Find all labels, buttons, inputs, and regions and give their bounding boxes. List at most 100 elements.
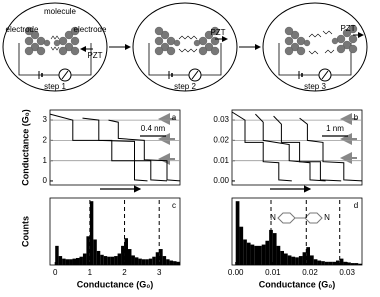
bar (295, 257, 299, 265)
bar (313, 259, 318, 265)
bar (72, 258, 76, 265)
plot-frame (49, 109, 181, 186)
panel-label: a (172, 113, 177, 122)
bar (246, 242, 251, 265)
bar (306, 247, 310, 265)
bar (96, 250, 101, 265)
label-molecule: molecule (44, 7, 77, 16)
step-1-diagram (2, 2, 108, 92)
bar (62, 258, 66, 265)
label-electrode: electrode (6, 25, 39, 34)
y-axis-label: Conductance (G₀) (20, 109, 30, 186)
setup (132, 2, 238, 92)
bar (258, 245, 262, 265)
bipyridine-inset: N N (270, 212, 330, 224)
bar (284, 253, 288, 265)
atom: N (324, 213, 330, 222)
bar (358, 263, 362, 265)
bar (302, 252, 307, 265)
trace (82, 117, 168, 182)
bar (65, 259, 70, 265)
bar (176, 261, 180, 265)
x-axis-label: Conductance (G₀) (259, 279, 336, 289)
y-tick-label: 0.00 (213, 176, 229, 185)
bar (269, 229, 273, 265)
bar (272, 233, 277, 265)
level-arrows (158, 113, 357, 165)
bar (169, 260, 174, 265)
bar (86, 236, 90, 265)
bar (291, 256, 296, 265)
y-tick-label: 2 (43, 136, 48, 145)
step-label: step 3 (304, 82, 326, 91)
bar (152, 256, 156, 265)
bar (159, 249, 163, 265)
bar (69, 259, 73, 265)
trace (299, 117, 363, 182)
bar (298, 256, 303, 265)
step-3-diagram (262, 2, 368, 92)
bar (173, 261, 177, 265)
bar (321, 261, 325, 265)
bar (114, 256, 118, 265)
x-tick-label: 0.00 (228, 268, 244, 277)
bar (55, 245, 59, 265)
bar (343, 261, 348, 265)
trace (231, 111, 292, 182)
x-tick-label: 0.01 (265, 268, 281, 277)
bar (145, 259, 149, 265)
y-tick-label: 3 (43, 115, 48, 124)
molecules (308, 30, 335, 55)
bar (310, 255, 314, 265)
x-tick-label: 0.02 (302, 268, 318, 277)
bar (280, 250, 284, 265)
y-tick-label: 1 (43, 156, 48, 165)
bar (250, 244, 255, 265)
bar (138, 258, 142, 265)
bar (328, 261, 333, 265)
step-label: step 1 (44, 82, 66, 91)
bar (155, 252, 160, 265)
bar (350, 263, 355, 265)
x-tick-label: 2 (122, 268, 127, 277)
bar (128, 249, 132, 265)
x-tick-label: 1 (88, 268, 93, 277)
label-pzt: PZT (210, 28, 225, 37)
panel-label: c (172, 201, 176, 210)
bar (162, 256, 167, 265)
bar (117, 253, 122, 265)
bar (110, 256, 115, 265)
y-tick-label: 0.02 (213, 136, 229, 145)
scale-bar-label: 1 nm (326, 124, 344, 133)
bar (103, 256, 108, 265)
x-tick-label: 0 (53, 268, 58, 277)
bar (148, 258, 153, 265)
bar (235, 201, 240, 265)
bar (82, 253, 87, 265)
trace (49, 113, 148, 182)
trace (255, 113, 326, 182)
x-tick-label: 3 (157, 268, 162, 277)
bar (265, 240, 270, 265)
x-axis-label: Conductance (G₀) (77, 279, 154, 289)
bar (100, 254, 104, 265)
atom: N (270, 213, 276, 222)
bar (347, 262, 351, 265)
bar (317, 260, 322, 265)
trace (108, 119, 181, 182)
bar (354, 263, 359, 265)
y-tick-label: 0 (43, 176, 48, 185)
bar (124, 238, 128, 265)
y-axis-label: Counts (20, 216, 30, 247)
scale-bar-label: 0.4 nm (141, 124, 166, 133)
bar (336, 260, 340, 265)
bar (89, 201, 94, 265)
bar (141, 259, 146, 265)
bar (58, 256, 63, 265)
y-tick-label: 0.01 (213, 156, 229, 165)
label-pzt: PZT (340, 24, 355, 33)
bar (261, 244, 266, 265)
plot-frame (231, 109, 363, 186)
